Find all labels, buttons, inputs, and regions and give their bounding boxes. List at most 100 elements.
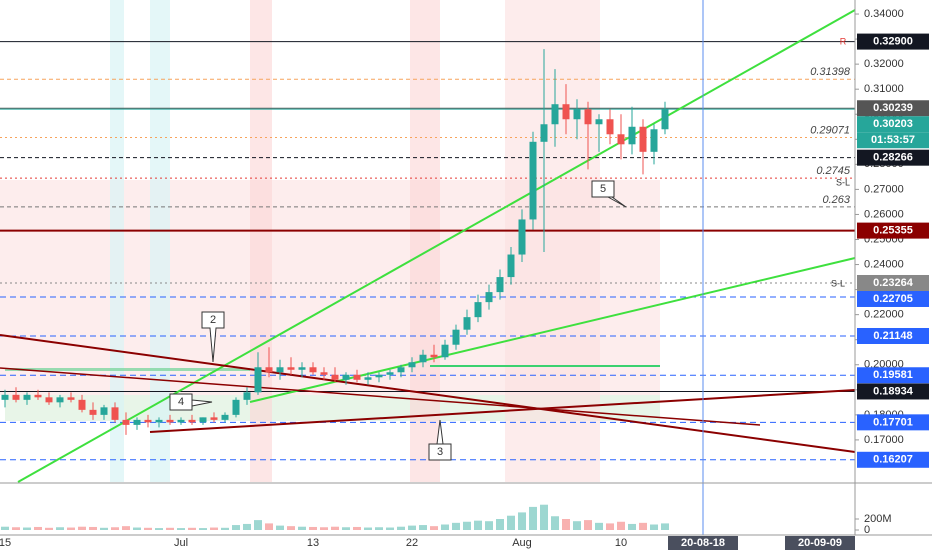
candle-body bbox=[628, 126, 636, 145]
candle-body bbox=[529, 141, 537, 220]
cursor-date-bg bbox=[785, 536, 855, 550]
y-tick-label: 0.22000 bbox=[864, 309, 904, 321]
callout-label: 5 bbox=[600, 183, 606, 195]
candle-body bbox=[287, 367, 295, 370]
price-tag: 0.17701 bbox=[873, 416, 913, 428]
volume-bar bbox=[573, 521, 581, 530]
marker-sl: S-L bbox=[831, 278, 845, 288]
volume-bar bbox=[243, 523, 251, 530]
volume-bar bbox=[199, 528, 207, 530]
candle-body bbox=[507, 254, 515, 278]
candle-body bbox=[540, 124, 548, 142]
price-tag: 0.22705 bbox=[873, 293, 913, 305]
volume-bar bbox=[386, 527, 394, 530]
price-tag-bg bbox=[857, 290, 929, 307]
candle-body bbox=[45, 397, 53, 403]
y-tick-label: 0.27000 bbox=[864, 183, 904, 195]
volume-bar bbox=[441, 524, 449, 530]
volume-bar bbox=[650, 524, 658, 530]
volume-bar bbox=[364, 527, 372, 530]
volume-bar bbox=[177, 528, 185, 530]
candle-body bbox=[617, 134, 625, 145]
candle-body bbox=[441, 344, 449, 358]
candle-body bbox=[177, 419, 185, 423]
price-tag: 0.28266 bbox=[873, 152, 913, 164]
volume-bar bbox=[562, 519, 570, 530]
candle-body bbox=[1, 394, 9, 400]
volume-bar bbox=[639, 522, 647, 530]
candle-body bbox=[210, 417, 218, 420]
candle-body bbox=[155, 419, 163, 423]
y-tick-label: 0.31000 bbox=[864, 83, 904, 95]
candle-body bbox=[331, 374, 339, 380]
price-tag: 0.30203 bbox=[873, 118, 913, 130]
volume-bar bbox=[529, 506, 537, 530]
volume-bar bbox=[276, 525, 284, 530]
candle-body bbox=[265, 367, 273, 373]
candle-body bbox=[221, 414, 229, 420]
volume-bar bbox=[166, 527, 174, 530]
price-tag: 0.32900 bbox=[873, 35, 913, 47]
volume-bar bbox=[221, 527, 229, 530]
volume-bar bbox=[265, 523, 273, 530]
volume-bar bbox=[320, 527, 328, 530]
volume-bar bbox=[122, 526, 130, 530]
x-tick-label: 15 bbox=[0, 537, 11, 549]
volume-bar bbox=[254, 520, 262, 530]
candle-body bbox=[34, 394, 42, 398]
marker-sl: S-L bbox=[836, 177, 850, 187]
candle-body bbox=[56, 397, 64, 403]
candle-body bbox=[408, 362, 416, 368]
volume-bar bbox=[1, 526, 9, 530]
trend-lines bbox=[0, 9, 856, 483]
price-tag-bg bbox=[857, 33, 929, 50]
candle-body bbox=[320, 372, 328, 375]
candle-body bbox=[67, 397, 75, 400]
tags: 0.32900 0.30239 0.30203 01:53:57 0.28266 0.25… bbox=[857, 33, 929, 468]
volume-bar bbox=[34, 526, 42, 530]
volume-bar bbox=[133, 527, 141, 530]
volume-bar bbox=[485, 521, 493, 530]
volume-bar bbox=[397, 526, 405, 530]
price-tag-bg bbox=[857, 100, 929, 117]
fib-label: 0.29071 bbox=[810, 124, 850, 136]
volume-bar bbox=[507, 515, 515, 530]
callout-label: 2 bbox=[210, 314, 216, 326]
candle-body bbox=[474, 302, 482, 318]
candle-body bbox=[386, 372, 394, 375]
volume-bar bbox=[100, 527, 108, 530]
candle-body bbox=[364, 377, 372, 380]
x-tick-label: 13 bbox=[307, 537, 319, 549]
candle-body bbox=[166, 419, 174, 423]
volume-bar bbox=[463, 521, 471, 530]
price-tag: 0.18934 bbox=[873, 385, 914, 397]
price-tag-bg bbox=[857, 149, 929, 166]
candle-body bbox=[298, 367, 306, 370]
volume-bar bbox=[452, 522, 460, 530]
candle-body bbox=[188, 419, 196, 423]
volume-bar bbox=[353, 526, 361, 530]
volume-bar bbox=[342, 527, 350, 530]
price-tag: 0.30239 bbox=[873, 102, 913, 114]
volume-bar bbox=[606, 523, 614, 530]
volume-bar bbox=[430, 526, 438, 530]
candle-body bbox=[309, 367, 317, 373]
volume-bar bbox=[56, 527, 64, 530]
price-tag: 0.19581 bbox=[873, 369, 913, 381]
candle-body bbox=[375, 374, 383, 378]
price-tag: 0.21148 bbox=[873, 330, 912, 342]
candle-body bbox=[133, 419, 141, 425]
cursor-date-bg bbox=[668, 536, 738, 550]
volume-tick-label: 0 bbox=[864, 524, 870, 536]
y-tick-label: 0.34000 bbox=[864, 8, 904, 20]
candle-body bbox=[122, 419, 130, 425]
candle-body bbox=[430, 354, 438, 358]
volume-bar bbox=[375, 527, 383, 530]
x-tick-label: 22 bbox=[406, 537, 418, 549]
y-tick-label: 0.17000 bbox=[864, 434, 904, 446]
price-tag: 0.23264 bbox=[873, 277, 914, 289]
price-tag-bg bbox=[857, 367, 929, 384]
callout-label: 3 bbox=[437, 446, 443, 458]
levels: 0.31398 0.29071 0.2745 0.263 bbox=[0, 41, 855, 461]
